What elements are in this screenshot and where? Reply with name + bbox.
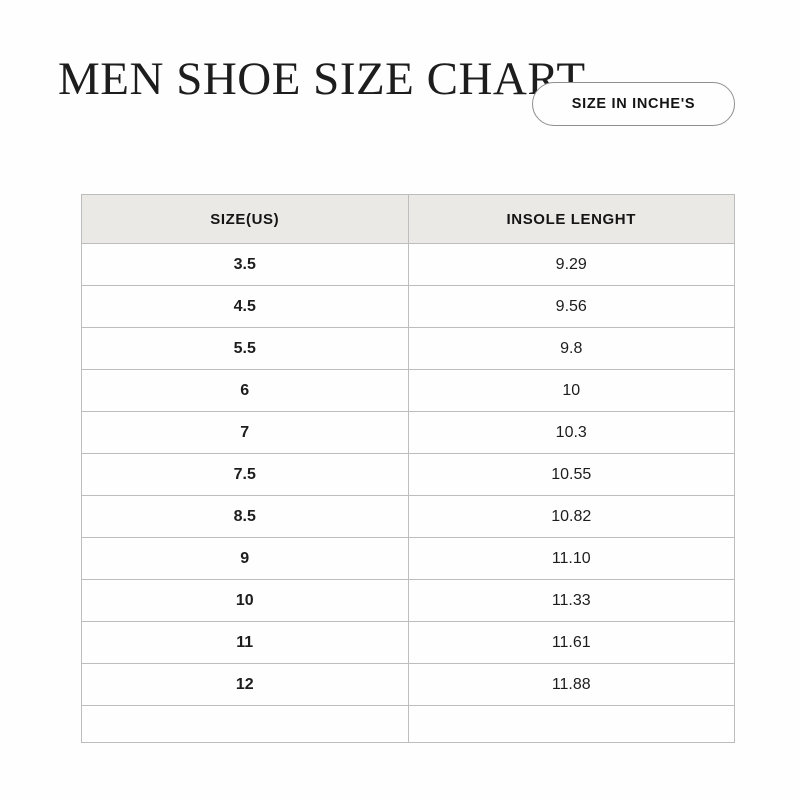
table-row: 8.5 10.82 [81, 495, 735, 538]
column-header-insole: INSOLE LENGHT [407, 194, 735, 244]
column-header-size: SIZE(US) [81, 194, 409, 244]
cell-insole: 10.55 [407, 453, 735, 496]
cell-size: 7.5 [81, 453, 409, 496]
cell-insole: 10 [407, 369, 735, 412]
cell-size: 7 [81, 411, 409, 454]
cell-size: 12 [81, 663, 409, 706]
units-badge: SIZE IN INCHE'S [532, 82, 735, 126]
cell-size: 9 [81, 537, 409, 580]
table-row: 4.5 9.56 [81, 285, 735, 328]
table-body: 3.5 9.29 4.5 9.56 5.5 9.8 6 10 7 10.3 7.… [81, 243, 735, 743]
shoe-size-table: SIZE(US) INSOLE LENGHT 3.5 9.29 4.5 9.56… [81, 194, 735, 743]
table-row: 9 11.10 [81, 537, 735, 580]
cell-size: 4.5 [81, 285, 409, 328]
table-row: 10 11.33 [81, 579, 735, 622]
page-title: MEN SHOE SIZE CHART [58, 53, 586, 106]
table-row: 7.5 10.55 [81, 453, 735, 496]
cell-insole: 10.82 [407, 495, 735, 538]
table-row: 12 11.88 [81, 663, 735, 706]
cell-size: 5.5 [81, 327, 409, 370]
cell-insole [407, 705, 735, 743]
table-row: 6 10 [81, 369, 735, 412]
cell-insole: 9.29 [407, 243, 735, 286]
cell-insole: 10.3 [407, 411, 735, 454]
table-header: SIZE(US) INSOLE LENGHT [81, 194, 735, 244]
units-badge-label: SIZE IN INCHE'S [571, 96, 696, 112]
cell-insole: 11.33 [407, 579, 735, 622]
cell-size: 11 [81, 621, 409, 664]
cell-size [81, 705, 409, 743]
cell-size: 8.5 [81, 495, 409, 538]
cell-insole: 11.61 [407, 621, 735, 664]
table-header-row: SIZE(US) INSOLE LENGHT [81, 194, 735, 244]
cell-insole: 9.56 [407, 285, 735, 328]
cell-insole: 9.8 [407, 327, 735, 370]
table-row: 5.5 9.8 [81, 327, 735, 370]
cell-size: 3.5 [81, 243, 409, 286]
table-row: 11 11.61 [81, 621, 735, 664]
cell-insole: 11.88 [407, 663, 735, 706]
cell-size: 6 [81, 369, 409, 412]
cell-size: 10 [81, 579, 409, 622]
table-row: 3.5 9.29 [81, 243, 735, 286]
table-row: 7 10.3 [81, 411, 735, 454]
cell-insole: 11.10 [407, 537, 735, 580]
table-row-empty [81, 705, 735, 743]
